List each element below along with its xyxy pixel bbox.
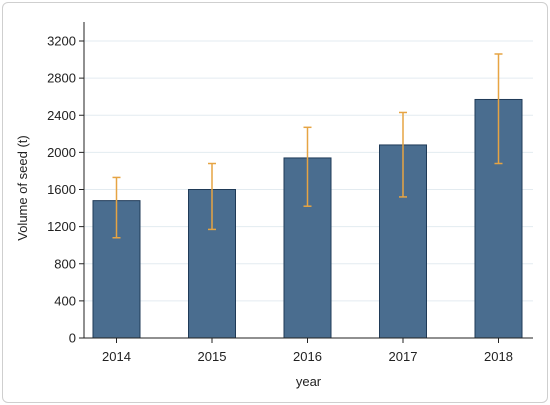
y-tick-label: 1600 bbox=[47, 182, 76, 197]
y-tick-label: 400 bbox=[54, 293, 76, 308]
grid-lines bbox=[84, 40, 533, 302]
y-tick-labels: 0 400 800 1200 1600 2000 2400 2800 3200 bbox=[47, 34, 76, 346]
x-tick-label: 2018 bbox=[484, 349, 513, 364]
axes bbox=[79, 22, 533, 343]
bar bbox=[283, 157, 332, 339]
y-tick-label: 3200 bbox=[47, 34, 76, 49]
y-tick-label: 0 bbox=[69, 331, 76, 346]
y-tick-label: 1200 bbox=[47, 219, 76, 234]
x-tick-label: 2017 bbox=[389, 349, 418, 364]
error-bars bbox=[112, 53, 503, 239]
y-tick-label: 2800 bbox=[47, 71, 76, 86]
y-tick-label: 2000 bbox=[47, 145, 76, 160]
x-axis-title: year bbox=[296, 374, 322, 389]
y-axis-title: Volume of seed (t) bbox=[15, 135, 30, 241]
x-tick-labels: 2014 2015 2016 2017 2018 bbox=[102, 349, 513, 364]
y-tick-label: 2400 bbox=[47, 108, 76, 123]
y-tick-label: 800 bbox=[54, 256, 76, 271]
x-tick-label: 2016 bbox=[293, 349, 322, 364]
x-tick-label: 2014 bbox=[102, 349, 131, 364]
x-tick-label: 2015 bbox=[198, 349, 227, 364]
